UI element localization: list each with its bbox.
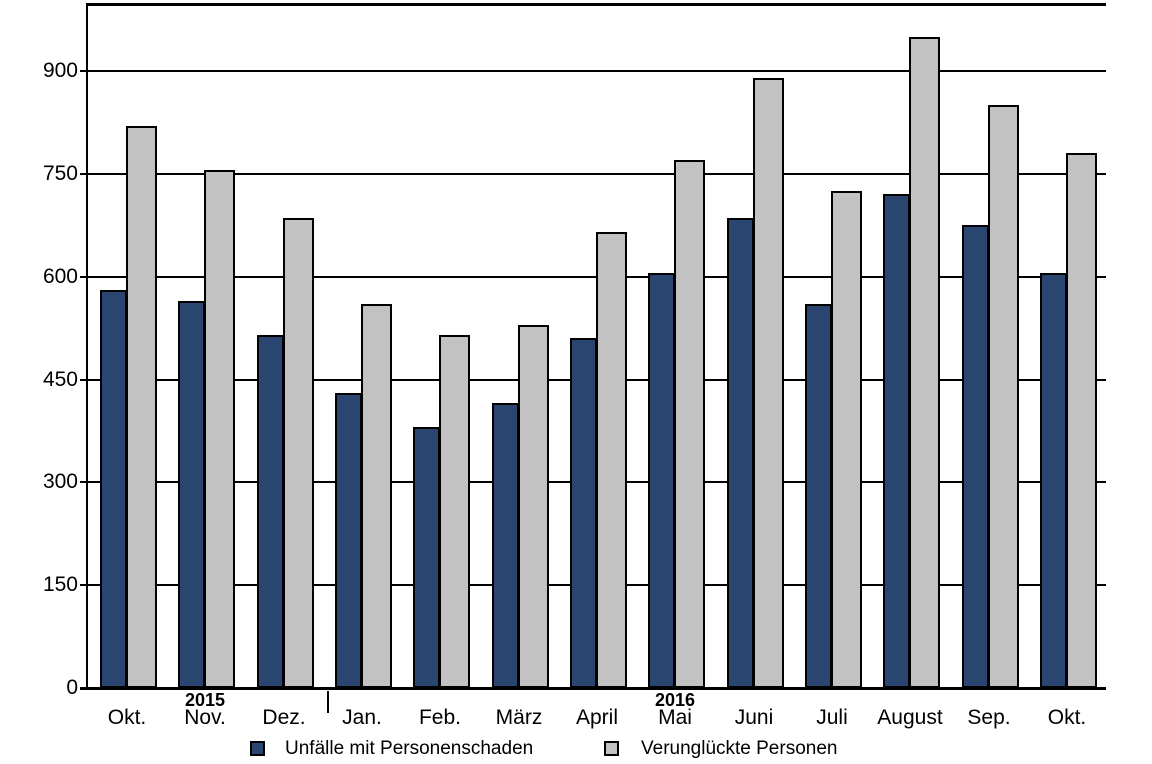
- y-axis-label-300: 300: [42, 470, 78, 494]
- bar-verunglückte-10: [909, 37, 940, 688]
- bar-verunglückte-9: [831, 191, 862, 688]
- x-axis-label-6: April: [575, 706, 618, 729]
- legend-swatch-unfaelle: [250, 741, 265, 756]
- y-tick-600: [80, 275, 88, 278]
- x-axis-label-8: Juni: [734, 706, 774, 729]
- x-axis-label-3: Jan.: [342, 706, 382, 729]
- bar-verunglückte-5: [518, 325, 549, 688]
- x-axis-label-9: Juli: [816, 706, 848, 729]
- x-axis-label-1: Nov.: [184, 706, 226, 729]
- bar-verunglückte-6: [596, 232, 627, 688]
- bar-unfälle-5: [492, 403, 519, 688]
- y-tick-150: [80, 584, 88, 587]
- bar-verunglückte-8: [753, 78, 784, 688]
- gridline-750: [88, 172, 1106, 175]
- bar-verunglückte-1: [204, 170, 235, 688]
- x-axis-label-2: Dez.: [262, 706, 306, 729]
- year-label-2015: 2015: [184, 690, 226, 710]
- y-axis-label-600: 600: [42, 264, 78, 288]
- y-axis-line: [86, 3, 88, 690]
- bar-verunglückte-4: [439, 335, 470, 688]
- bar-verunglückte-2: [283, 218, 314, 688]
- legend-label-unfaelle: Unfälle mit Personenschaden: [285, 738, 534, 759]
- y-tick-900: [80, 70, 88, 72]
- legend-swatch-verunglueckte: [604, 741, 619, 756]
- y-tick-450: [80, 378, 88, 381]
- bar-unfälle-4: [413, 427, 440, 688]
- bar-verunglückte-0: [126, 126, 157, 688]
- bar-unfälle-3: [335, 393, 362, 688]
- bar-unfälle-7: [648, 273, 675, 688]
- y-axis-label-0: 0: [66, 676, 78, 699]
- bar-unfälle-8: [727, 218, 754, 688]
- x-axis-label-12: Okt.: [1047, 706, 1087, 729]
- bar-verunglückte-7: [674, 160, 705, 688]
- bar-unfälle-9: [805, 304, 832, 688]
- bar-unfälle-0: [100, 290, 127, 688]
- y-tick-0: [80, 687, 88, 689]
- x-axis-label-4: Feb.: [418, 706, 462, 729]
- bar-unfälle-12: [1040, 273, 1067, 688]
- year-label-2016: 2016: [654, 690, 696, 710]
- x-axis-line: [80, 687, 1106, 690]
- x-axis-label-11: Sep.: [967, 706, 1011, 729]
- bar-unfälle-6: [570, 338, 597, 688]
- y-tick-300: [80, 481, 88, 484]
- bar-verunglückte-11: [988, 105, 1019, 688]
- bar-unfälle-10: [883, 194, 910, 688]
- x-axis-label-5: März: [495, 706, 543, 729]
- y-tick-750: [80, 172, 88, 175]
- bar-verunglückte-12: [1066, 153, 1097, 688]
- bar-unfälle-1: [178, 301, 205, 688]
- bar-verunglückte-3: [361, 304, 392, 688]
- y-axis-label-750: 750: [42, 161, 78, 185]
- x-axis-label-0: Okt.: [107, 706, 147, 729]
- bar-unfälle-2: [257, 335, 284, 688]
- y-axis-label-450: 450: [42, 367, 78, 391]
- plot-top-border: [86, 3, 1106, 6]
- x-axis-label-7: Mai: [658, 706, 692, 729]
- bar-unfälle-11: [962, 225, 989, 688]
- x-axis-label-10: August: [877, 706, 943, 729]
- legend-label-verunglueckte: Verunglückte Personen: [641, 738, 838, 759]
- y-axis-label-900: 900: [42, 59, 78, 82]
- gridline-900: [88, 70, 1106, 72]
- year-separator-tick: [327, 691, 329, 713]
- y-axis-label-150: 150: [42, 573, 78, 597]
